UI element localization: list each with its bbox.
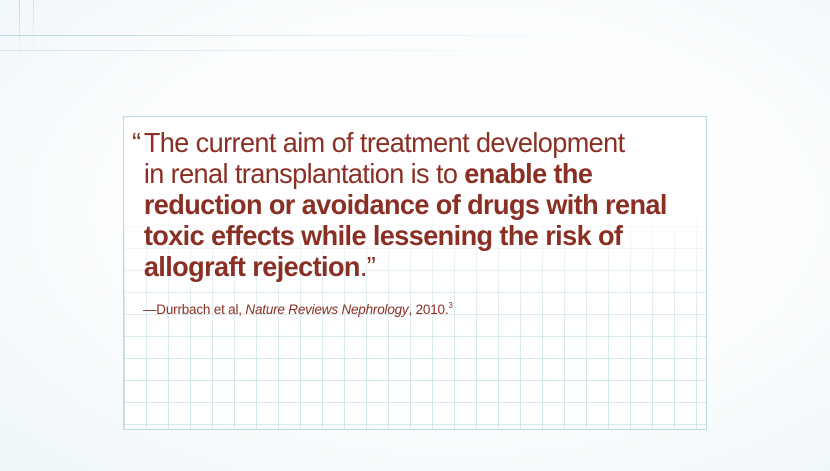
- open-quote-mark: “: [132, 127, 141, 158]
- quote-emphasis: enable the: [464, 158, 593, 189]
- citation-journal: Nature Reviews Nephrology: [245, 302, 409, 317]
- guide-line-horizontal: [0, 50, 560, 51]
- quote-emphasis: allograft rejection: [143, 251, 361, 282]
- citation-author: —Durrbach et al,: [143, 302, 246, 317]
- quote-line-1: The current aim of treatment development: [143, 127, 625, 158]
- quote-line-2: in renal transplantation is to: [143, 158, 465, 189]
- quote-text: “The current aim of treatment developmen…: [132, 127, 697, 282]
- grid-background: [124, 204, 706, 429]
- quote-emphasis: toxic effects while lessening the risk o…: [143, 220, 623, 251]
- citation-year: , 2010.: [408, 302, 449, 317]
- guide-line-vertical: [19, 0, 20, 60]
- quote-emphasis: reduction or avoidance of drugs with ren…: [143, 189, 668, 220]
- quote-card: “The current aim of treatment developmen…: [123, 116, 707, 430]
- close-quote-mark: .”: [359, 251, 376, 282]
- citation: —Durrbach et al, Nature Reviews Nephrolo…: [143, 301, 453, 317]
- guide-line-vertical: [33, 0, 34, 55]
- citation-reference-number: 3: [448, 301, 453, 310]
- guide-line-horizontal: [0, 35, 600, 36]
